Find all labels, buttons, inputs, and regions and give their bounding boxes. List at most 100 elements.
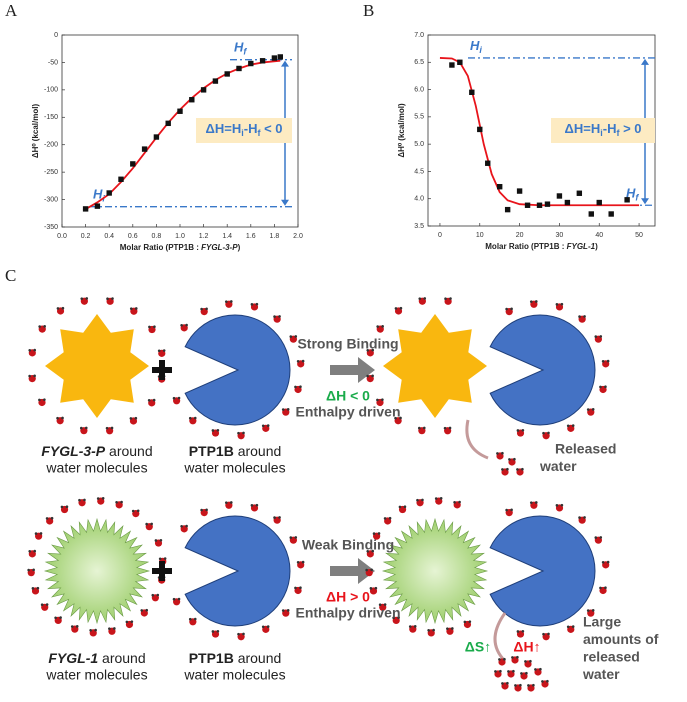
data-point [165,120,171,127]
water-hydrogen [54,616,57,620]
x-tick-label: 0.2 [81,233,91,240]
water-molecule [601,359,610,368]
water-hydrogen [28,549,32,553]
equation: ΔH=Hi-Hf < 0 [206,121,283,138]
data-point [248,60,254,67]
water-hydrogen [370,568,373,572]
x-tick-label: 1.2 [199,233,209,240]
water-molecule [27,568,35,577]
water-hydrogen [505,508,508,512]
water-molecule [541,679,549,688]
water-molecule [594,536,603,544]
water-hydrogen [111,297,114,300]
water-molecule [115,500,123,509]
water-hydrogen [422,426,426,430]
water-hydrogen [294,335,298,338]
water-hydrogen [534,300,538,303]
water-hydrogen [278,315,281,318]
water-hydrogen [50,516,54,520]
water-hydrogen [229,300,233,303]
water-hydrogen [516,630,520,633]
water-hydrogen [394,307,398,310]
water-hydrogen [529,501,533,504]
water-molecule [108,627,116,635]
water-hydrogen [154,539,158,542]
water-hydrogen [193,617,197,621]
water-hydrogen [211,429,215,432]
water-hydrogen [39,532,43,535]
water-hydrogen [496,452,499,455]
panel-label: B [363,1,374,20]
water-molecule [151,593,160,602]
water-molecule [28,549,37,558]
x-axis-title-part: ) [238,243,241,252]
data-point [153,134,160,140]
water-molecule [296,359,305,368]
water-hydrogen [129,307,133,310]
ligand-shape [383,314,487,418]
y-tick-label: 0 [54,32,58,39]
water-molecule [40,603,49,611]
data-point [224,71,230,77]
water-molecule [505,307,513,316]
water-hydrogen [301,359,305,363]
protein-label-part: around [234,443,281,459]
water-hydrogen [299,385,302,389]
water-molecule [516,467,524,476]
water-molecule [56,416,64,425]
water-hydrogen [224,501,228,504]
y-axis-title: ΔH⁰ (kcal/mol) [397,103,406,158]
x-axis-title: Molar Ratio (PTP1B : FYGL-1) [485,242,598,251]
x-tick-label: 40 [595,232,603,239]
water-hydrogen [541,680,544,683]
data-point [82,206,89,212]
water-hydrogen [519,683,522,687]
data-point [504,206,511,213]
water-hydrogen [369,587,373,590]
water-hydrogen [599,385,602,389]
x-tick-label: 50 [635,232,643,239]
water-molecule [586,609,595,617]
water-molecule [416,498,424,507]
water-hydrogen [85,297,89,300]
water-molecule [514,683,522,692]
y-tick-label: 4.0 [414,196,424,203]
water-molecule [188,416,197,425]
water-hydrogen [40,603,44,606]
released-label: released [583,649,640,665]
water-molecule [180,323,188,332]
water-hydrogen [374,586,378,590]
panel-label: C [5,266,16,285]
water-hydrogen [381,398,384,401]
water-hydrogen [521,467,524,471]
water-molecule [296,560,305,569]
water-hydrogen [594,335,598,338]
water-molecule [105,426,114,435]
water-hydrogen [507,670,510,673]
ligand-label: FYGL-3-P around [41,443,152,459]
water-molecule [281,609,290,617]
water-molecule [129,307,138,315]
water-molecule [131,509,140,518]
water-molecule [237,431,245,440]
water-hydrogen [301,560,305,564]
water-molecule [366,348,375,357]
protein-label-part: PTP1B [189,443,234,459]
water-hydrogen [115,500,118,504]
data-point [106,190,112,196]
water-hydrogen [43,325,46,328]
water-hydrogen [59,616,62,619]
water-hydrogen [525,671,528,675]
water-molecule [289,536,298,544]
x-tick-label: 0.4 [104,233,114,240]
water-hydrogen [439,497,443,500]
water-molecule [392,616,400,624]
data-point [212,78,219,84]
lower-label-part: H [626,186,636,201]
water-molecule [80,297,89,305]
water-molecule [507,669,515,678]
water-hydrogen [60,505,64,509]
entropy-label: ΔS↑ [465,639,491,655]
water-hydrogen [151,593,155,597]
binding-label: Weak Binding [302,537,394,553]
